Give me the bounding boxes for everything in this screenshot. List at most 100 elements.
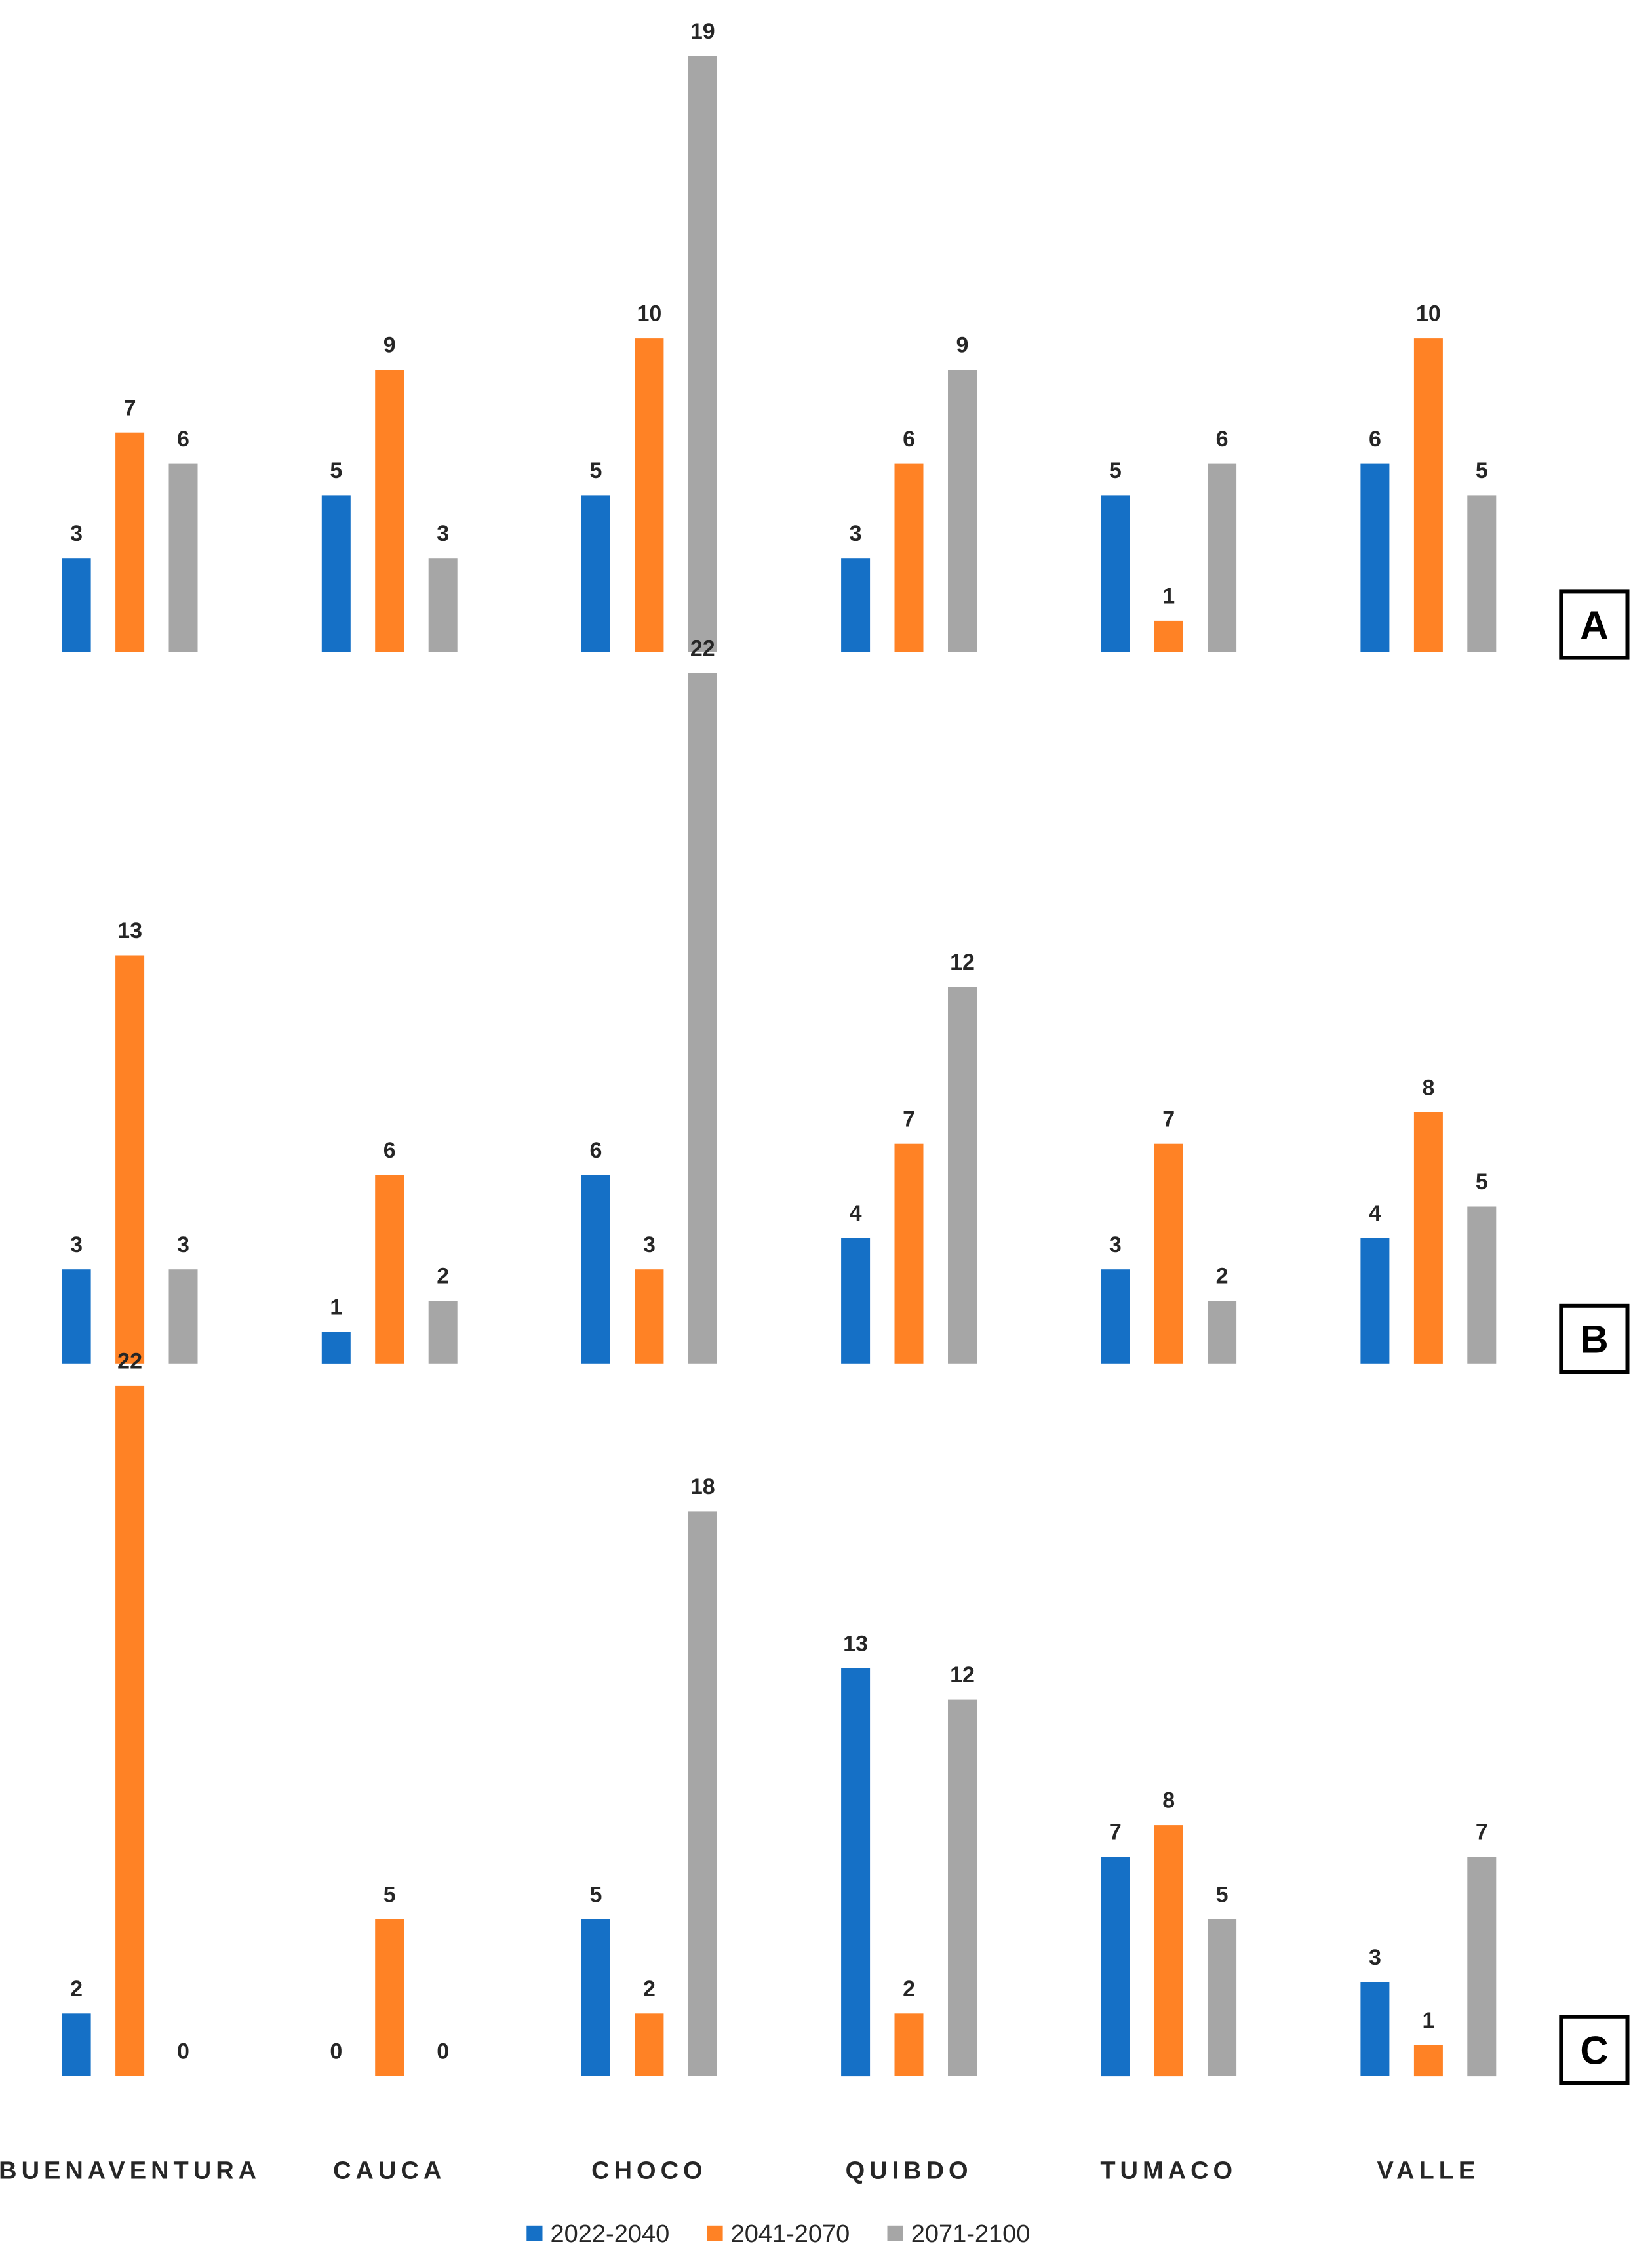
panel-label-c: C (1559, 2015, 1630, 2086)
bar-c-tumaco-2071-2100 (1208, 1919, 1237, 2076)
panel-a: 3 5 5 3 5 6 7 9 10 6 1 10 6 3 19 9 6 5 A (62, 19, 1630, 660)
bar-a-buenaventura-2022-2040 (62, 558, 91, 652)
bar-a-choco-2071-2100 (688, 56, 717, 652)
category-label-quibdo: QUIBDO (846, 2157, 973, 2184)
data-label-b-valle-2022-2040: 4 (1369, 1201, 1381, 1226)
bar-b-valle-2071-2100 (1467, 1206, 1497, 1364)
data-label-a-choco-2071-2100: 19 (690, 19, 715, 44)
bar-c-choco-2071-2100 (688, 1511, 717, 2076)
panel-label-box (1559, 589, 1630, 660)
bar-a-valle-2022-2040 (1360, 463, 1390, 652)
bar-c-buenaventura-2022-2040 (62, 2013, 91, 2076)
panel-label-text: A (1580, 603, 1608, 647)
panel-label-box (1559, 2015, 1630, 2086)
legend-item-2022-2040: 2022-2040 (526, 2220, 669, 2248)
category-label-cauca: CAUCA (333, 2157, 446, 2184)
panel-label-text: B (1580, 1317, 1608, 1361)
data-label-c-valle-2041-2070: 1 (1422, 2008, 1434, 2033)
bar-a-tumaco-2071-2100 (1208, 463, 1237, 652)
bar-a-tumaco-2022-2040 (1101, 495, 1130, 652)
bar-a-quibdo-2071-2100 (948, 370, 977, 652)
data-label-b-tumaco-2071-2100: 2 (1216, 1264, 1229, 1289)
data-label-b-choco-2041-2070: 3 (643, 1232, 656, 1257)
data-label-a-tumaco-2022-2040: 5 (1109, 458, 1122, 483)
bar-a-valle-2071-2100 (1467, 495, 1497, 652)
bar-a-tumaco-2041-2070 (1154, 620, 1183, 652)
legend-label: 2041-2070 (731, 2220, 850, 2248)
data-label-a-cauca-2071-2100: 3 (437, 521, 449, 546)
data-label-b-cauca-2041-2070: 6 (384, 1138, 396, 1163)
data-label-a-buenaventura-2022-2040: 3 (70, 521, 83, 546)
bar-c-choco-2041-2070 (635, 2013, 664, 2076)
bar-b-tumaco-2022-2040 (1101, 1269, 1130, 1364)
data-label-b-cauca-2071-2100: 2 (437, 1264, 449, 1289)
legend-swatch (887, 2225, 903, 2241)
bar-b-quibdo-2041-2070 (894, 1143, 924, 1364)
data-label-b-tumaco-2041-2070: 7 (1162, 1107, 1175, 1132)
legend: 2022-2040 2041-2070 2071-2100 (526, 2220, 1030, 2248)
data-label-c-choco-2071-2100: 18 (690, 1474, 715, 1499)
data-label-c-quibdo-2071-2100: 12 (950, 1663, 975, 1687)
bar-b-choco-2071-2100 (688, 673, 717, 1364)
bar-c-cauca-2041-2070 (375, 1919, 404, 2076)
panel-label-box (1559, 1303, 1630, 1375)
data-label-b-buenaventura-2071-2100: 3 (177, 1232, 189, 1257)
bar-c-tumaco-2041-2070 (1154, 1825, 1183, 2077)
bar-a-cauca-2041-2070 (375, 370, 404, 652)
legend-label: 2071-2100 (911, 2220, 1031, 2248)
bar-a-valle-2041-2070 (1413, 338, 1443, 652)
bar-b-quibdo-2022-2040 (841, 1238, 871, 1364)
category-axis-labels: BUENAVENTURA CAUCA CHOCO QUIBDO TUMACO VALLE (0, 2157, 1480, 2184)
data-label-a-choco-2041-2070: 10 (637, 302, 661, 326)
category-label-valle: VALLE (1377, 2157, 1480, 2184)
data-label-b-choco-2022-2040: 6 (590, 1138, 602, 1163)
bar-b-buenaventura-2022-2040 (62, 1269, 91, 1364)
data-label-c-cauca-2071-2100: 0 (437, 2039, 449, 2064)
bar-b-quibdo-2071-2100 (948, 987, 977, 1364)
data-label-c-tumaco-2071-2100: 5 (1216, 1882, 1229, 1907)
data-label-c-valle-2071-2100: 7 (1476, 1820, 1488, 1845)
bar-a-choco-2022-2040 (581, 495, 610, 652)
bar-b-tumaco-2041-2070 (1154, 1143, 1183, 1364)
legend-item-2041-2070: 2041-2070 (707, 2220, 850, 2248)
bar-c-valle-2071-2100 (1467, 1857, 1497, 2077)
data-label-c-cauca-2022-2040: 0 (330, 2039, 342, 2064)
data-label-b-quibdo-2041-2070: 7 (903, 1107, 915, 1132)
data-label-a-tumaco-2041-2070: 1 (1162, 584, 1175, 609)
bar-c-valle-2041-2070 (1413, 2045, 1443, 2077)
bar-c-buenaventura-2041-2070 (115, 1385, 145, 2076)
bar-c-valle-2022-2040 (1360, 1982, 1390, 2076)
bar-b-tumaco-2071-2100 (1208, 1301, 1237, 1364)
data-label-c-cauca-2041-2070: 5 (384, 1882, 396, 1907)
data-label-a-valle-2022-2040: 6 (1369, 427, 1381, 452)
data-label-a-cauca-2022-2040: 5 (330, 458, 342, 483)
legend-swatch (526, 2225, 543, 2241)
data-label-c-buenaventura-2022-2040: 2 (70, 1977, 83, 2001)
bar-b-buenaventura-2071-2100 (168, 1269, 198, 1364)
data-label-a-choco-2022-2040: 5 (590, 458, 602, 483)
bar-c-quibdo-2041-2070 (894, 2013, 924, 2076)
data-label-a-quibdo-2022-2040: 3 (850, 521, 862, 546)
data-label-a-buenaventura-2041-2070: 7 (124, 395, 136, 420)
data-label-a-valle-2041-2070: 10 (1416, 302, 1441, 326)
category-label-tumaco: TUMACO (1100, 2157, 1237, 2184)
legend-item-2071-2100: 2071-2100 (887, 2220, 1031, 2248)
data-label-a-buenaventura-2071-2100: 6 (177, 427, 189, 452)
data-label-b-cauca-2022-2040: 1 (330, 1295, 342, 1320)
data-label-c-quibdo-2022-2040: 13 (843, 1631, 868, 1656)
legend-label: 2022-2040 (551, 2220, 670, 2248)
bar-b-buenaventura-2041-2070 (115, 955, 145, 1364)
bar-c-tumaco-2022-2040 (1101, 1857, 1130, 2077)
bar-a-buenaventura-2041-2070 (115, 432, 145, 652)
data-label-b-buenaventura-2022-2040: 3 (70, 1232, 83, 1257)
data-label-b-quibdo-2022-2040: 4 (850, 1201, 862, 1226)
legend-swatch (707, 2225, 723, 2241)
bar-b-choco-2041-2070 (635, 1269, 664, 1364)
data-label-b-choco-2071-2100: 22 (690, 636, 715, 661)
panel-label-text: C (1580, 2028, 1608, 2072)
bar-b-choco-2022-2040 (581, 1175, 610, 1364)
